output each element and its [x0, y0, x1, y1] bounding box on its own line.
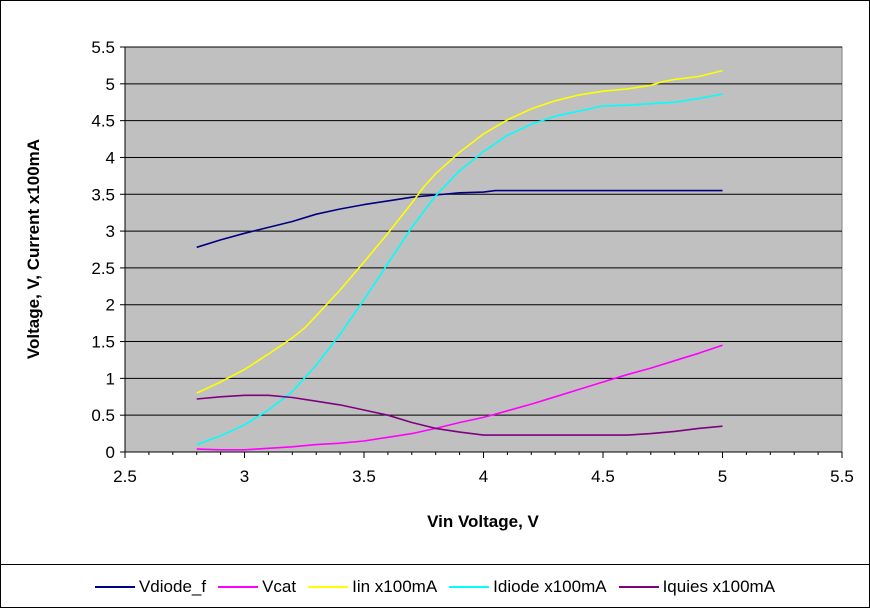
series-line-vdiode-f: [196, 189, 723, 249]
x-tick-label: 2.5: [113, 467, 137, 486]
y-tick-label: 4: [106, 148, 115, 167]
x-tick-label: 3.5: [352, 467, 376, 486]
legend-label: Iin x100mA: [352, 576, 438, 596]
gridlines: [125, 46, 842, 416]
series-line-iin-x100ma: [196, 69, 723, 394]
legend-swatch: [94, 585, 135, 588]
line-chart: 0 0.5 1 1.5 2 2.5 3 3.5 4 4.5 5 5.5 2.5 3 3.5 4 4.5 5 5.5…: [24, 38, 854, 531]
legend-label: Vcat: [262, 576, 297, 596]
axes: [120, 46, 843, 458]
y-tick-label: 1.5: [91, 333, 115, 352]
legend: Vdiode_f Vcat Iin x100mA Idiode x100mA Iquie…: [1, 564, 869, 608]
y-tick-label: 2: [106, 296, 115, 315]
y-axis-title: Voltage, V, Current x100mA: [24, 139, 43, 359]
legend-swatch: [449, 585, 490, 588]
plot-area: [124, 46, 843, 453]
x-tick-label: 5: [718, 467, 727, 486]
y-tick-label: 4.5: [91, 112, 115, 131]
legend-label: Idiode x100mA: [493, 576, 607, 596]
x-tick-label: 3: [240, 467, 249, 486]
series-line-vcat: [196, 344, 723, 451]
legend-label: Iquies x100mA: [662, 576, 776, 596]
legend-item-vdiode-f: Vdiode_f: [94, 576, 207, 597]
y-tick-label: 2.5: [91, 259, 115, 278]
x-tick-label: 4.5: [591, 467, 615, 486]
y-tick-label: 3: [106, 222, 115, 241]
series-lines: [196, 69, 723, 451]
x-tick-label: 5.5: [830, 467, 854, 486]
y-tick-labels: 0 0.5 1 1.5 2 2.5 3 3.5 4 4.5 5 5.5: [91, 38, 115, 462]
y-tick-label: 1: [106, 369, 115, 388]
x-tick-label: 4: [479, 467, 488, 486]
legend-label: Vdiode_f: [138, 576, 207, 596]
y-tick-label: 3.5: [91, 185, 115, 204]
legend-item-iquies-x100ma: Iquies x100mA: [618, 576, 776, 597]
series-line-idiode-x100ma: [196, 93, 723, 446]
y-tick-label: 0.5: [91, 406, 115, 425]
y-tick-label: 5.5: [91, 38, 115, 57]
y-tick-label: 5: [106, 75, 115, 94]
legend-item-vcat: Vcat: [218, 577, 296, 597]
y-tick-label: 0: [106, 443, 115, 462]
legend-item-idiode-x100ma: Idiode x100mA: [449, 576, 607, 597]
legend-swatch: [618, 585, 659, 588]
series-line-iquies-x100ma: [196, 394, 723, 436]
legend-swatch: [218, 585, 259, 588]
x-axis-title: Vin Voltage, V: [427, 512, 539, 531]
legend-item-iin-x100ma: Iin x100mA: [308, 577, 437, 597]
legend-swatch: [308, 585, 349, 588]
x-tick-labels: 2.5 3 3.5 4 4.5 5 5.5: [113, 467, 854, 486]
